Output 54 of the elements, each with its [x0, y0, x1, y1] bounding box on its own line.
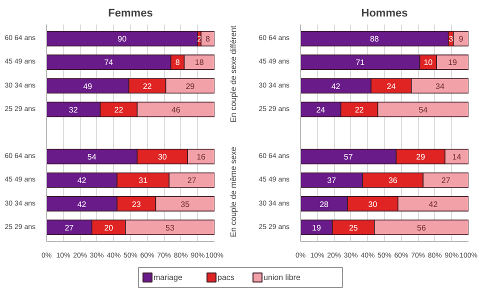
- data-label: 42: [331, 82, 341, 91]
- data-label: 35: [180, 200, 190, 209]
- data-label: 32: [68, 105, 78, 114]
- data-label: 34: [435, 82, 445, 91]
- data-label: 37: [327, 176, 337, 186]
- data-label: 54: [418, 105, 428, 114]
- text: En couple de même sexe: [229, 146, 238, 238]
- data-label: 71: [356, 58, 366, 68]
- data-label: 22: [114, 105, 124, 114]
- legend-label: pacs: [218, 273, 234, 282]
- data-label: 56: [417, 223, 426, 232]
- data-label: 57: [344, 152, 354, 162]
- data-label: 22: [354, 105, 364, 114]
- data-label: 24: [386, 82, 396, 91]
- legend-label: union libre: [264, 273, 301, 282]
- data-label: 27: [187, 176, 197, 186]
- data-label: 8: [175, 58, 180, 68]
- data-label: 25: [348, 223, 358, 232]
- data-label: 31: [138, 176, 148, 186]
- data-label: 27: [441, 176, 451, 186]
- data-label: 74: [104, 58, 114, 68]
- data-label: 10: [424, 58, 434, 68]
- data-label: 30: [158, 152, 168, 162]
- data-label: 18: [194, 58, 204, 68]
- data-label: 28: [320, 200, 330, 209]
- text: En couple de sexe différent: [229, 24, 238, 122]
- data-label: 42: [77, 176, 87, 186]
- data-label: 20: [104, 223, 114, 232]
- data-label: 23: [132, 200, 142, 209]
- data-label: 22: [142, 82, 152, 91]
- data-label: 14: [452, 152, 462, 162]
- data-label: 19: [448, 58, 458, 68]
- data-label: 42: [428, 200, 438, 209]
- data-label: 42: [77, 200, 87, 209]
- data-label: 9: [458, 34, 464, 44]
- data-label: 19: [312, 223, 322, 232]
- data-label: 16: [196, 152, 206, 162]
- data-label: 24: [316, 105, 326, 114]
- data-label: 46: [171, 105, 181, 114]
- legend-label: mariage: [154, 273, 183, 282]
- data-label: 36: [388, 176, 398, 186]
- data-label: 49: [83, 82, 93, 91]
- data-label: 8: [206, 34, 211, 44]
- chart-title: Femmes: [108, 8, 153, 20]
- chart-title: Hommes: [361, 8, 408, 20]
- data-label: 88: [370, 34, 380, 44]
- data-label: 90: [118, 34, 128, 44]
- data-label: 29: [186, 82, 196, 91]
- data-label: 27: [64, 223, 74, 232]
- data-label: 3: [448, 34, 454, 44]
- data-label: 30: [368, 200, 378, 209]
- data-label: 29: [416, 152, 426, 162]
- data-label: 54: [87, 152, 97, 162]
- data-label: 53: [166, 223, 175, 232]
